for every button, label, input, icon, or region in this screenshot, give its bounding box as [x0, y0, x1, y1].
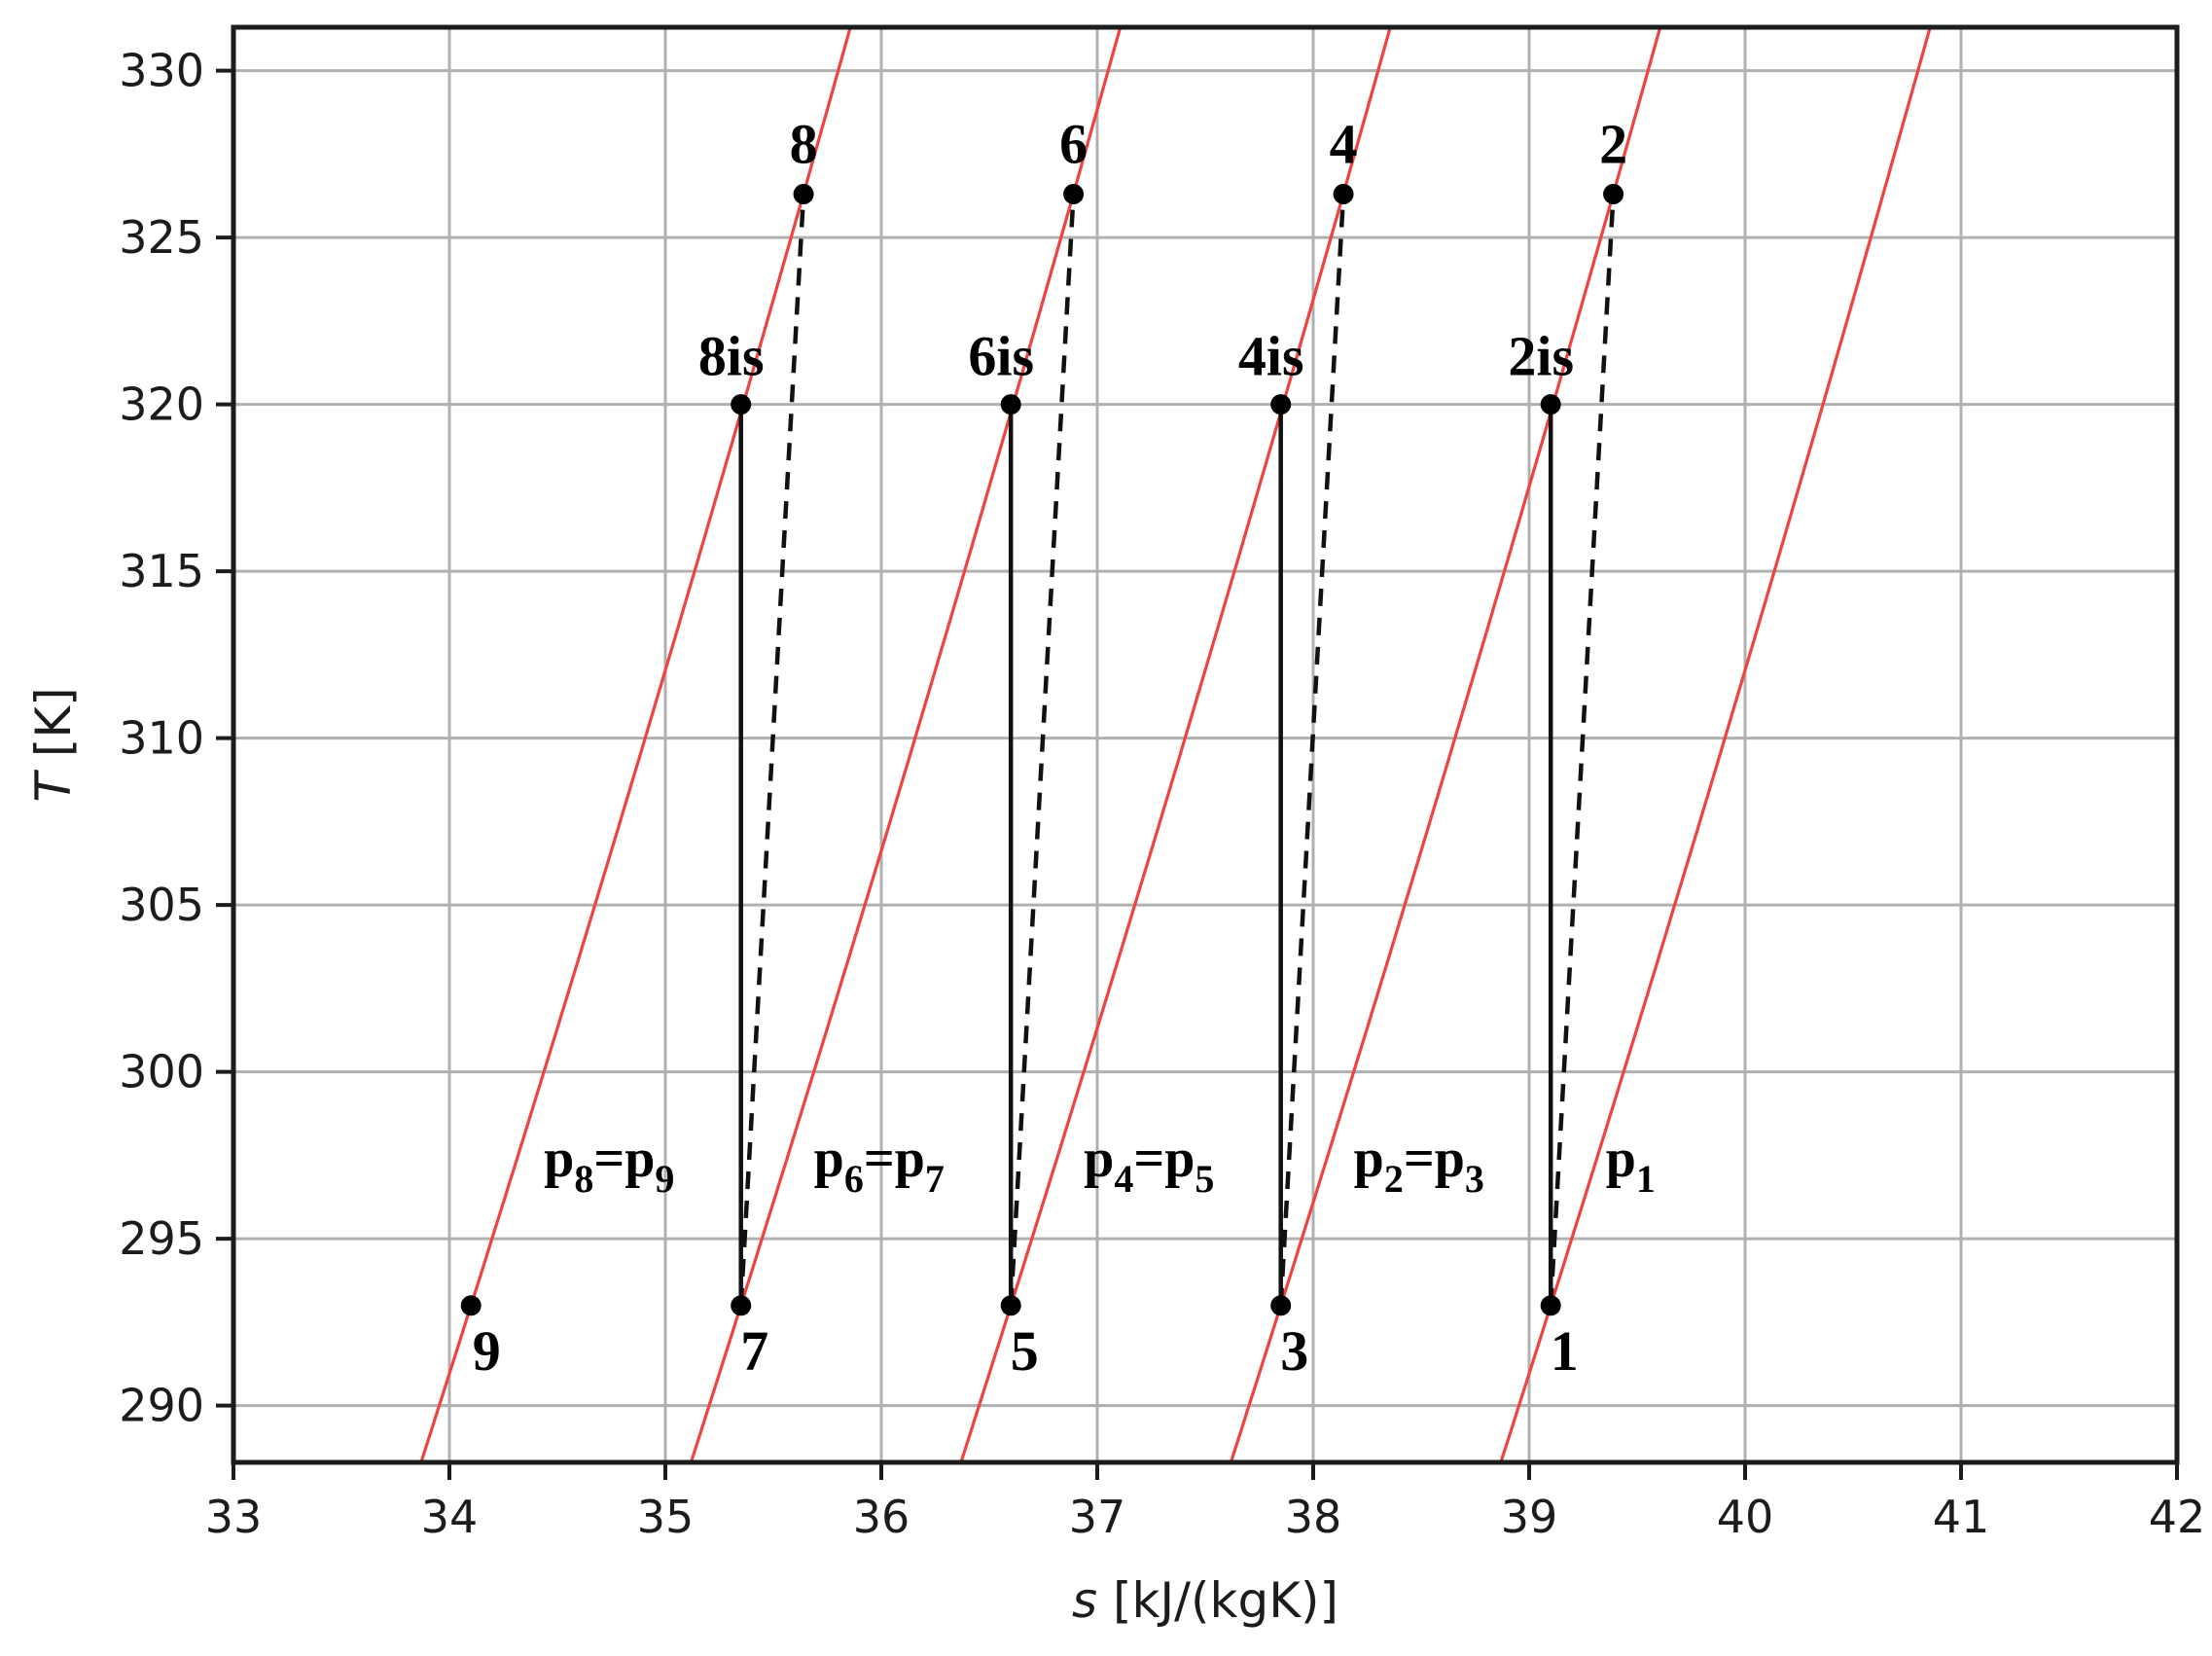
y-tick-label-320: 320 — [119, 378, 204, 431]
isobar-layer — [419, 26, 1932, 1463]
tick-marks-layer — [216, 68, 2179, 1480]
point-label-2: 2 — [1599, 113, 1627, 176]
actual-lines-layer — [738, 194, 1616, 1306]
dashed-line-3-4 — [1278, 194, 1346, 1306]
point-label-8: 8 — [790, 113, 818, 176]
x-tick-label-38: 38 — [1285, 1491, 1342, 1543]
point-dot-7 — [731, 1295, 752, 1316]
x-tick-label-33: 33 — [205, 1491, 263, 1543]
point-labels-layer: 1 2 2is 3 4 4is 5 6 6is 7 8 8is 9 — [473, 113, 1627, 1383]
point-label-4is: 4is — [1238, 325, 1304, 388]
grid-layer — [233, 27, 2177, 1462]
dashed-line-5-6 — [1008, 194, 1076, 1306]
x-tick-label-42: 42 — [2149, 1491, 2206, 1543]
point-label-8is: 8is — [698, 325, 765, 388]
x-tick-label-35: 35 — [637, 1491, 695, 1543]
x-tick-label-41: 41 — [1933, 1491, 1990, 1543]
point-dot-1 — [1540, 1295, 1561, 1316]
x-axis-title: s [kJ/(kgK)] — [1072, 1572, 1338, 1629]
pressure-label-p1: p1 — [1606, 1129, 1656, 1201]
point-label-6is: 6is — [968, 325, 1034, 388]
point-label-5: 5 — [1011, 1319, 1039, 1383]
y-tick-label-295: 295 — [119, 1212, 204, 1265]
point-dot-8is — [731, 394, 752, 415]
point-dot-3 — [1270, 1295, 1292, 1316]
dashed-line-1-2 — [1548, 194, 1616, 1306]
isentropic-lines-layer — [738, 404, 1553, 1306]
x-tick-label-36: 36 — [853, 1491, 910, 1543]
isobar-p4-p5 — [959, 26, 1392, 1463]
points-layer — [460, 184, 1624, 1316]
x-tick-label-34: 34 — [421, 1491, 479, 1543]
y-axis-title: T [K] — [25, 687, 82, 802]
isobar-p1 — [1499, 26, 1932, 1463]
y-tick-label-310: 310 — [119, 712, 204, 765]
point-label-6: 6 — [1059, 113, 1088, 176]
isobar-p6-p7 — [689, 26, 1123, 1463]
isobar-p8-p9 — [419, 26, 852, 1463]
y-tick-label-305: 305 — [119, 879, 204, 931]
point-label-2is: 2is — [1508, 325, 1574, 388]
y-tick-label-325: 325 — [119, 211, 204, 264]
x-tick-label-40: 40 — [1717, 1491, 1774, 1543]
point-label-3: 3 — [1280, 1319, 1308, 1383]
pressure-label-p6-p7: p6=p7 — [814, 1129, 945, 1201]
dashed-line-7-8 — [738, 194, 806, 1306]
y-tick-label-300: 300 — [119, 1046, 204, 1098]
plot-border — [231, 24, 2180, 1465]
isobar-p2-p3 — [1229, 26, 1662, 1463]
point-dot-4 — [1333, 184, 1354, 205]
point-dot-2 — [1603, 184, 1624, 205]
point-dot-6 — [1063, 184, 1085, 205]
x-tick-label-37: 37 — [1069, 1491, 1126, 1543]
y-tick-label-330: 330 — [119, 45, 204, 97]
point-label-7: 7 — [740, 1319, 768, 1383]
pressure-label-p2-p3: p2=p3 — [1354, 1129, 1484, 1201]
point-dot-2is — [1540, 394, 1561, 415]
tick-labels-layer: 33 34 35 36 37 38 39 40 41 4229029530030531031532… — [119, 45, 2205, 1543]
pressure-labels-layer: p8=p9 p6=p7 p4=p5 p2=p3 p1 — [544, 1129, 1656, 1201]
point-dot-4is — [1270, 394, 1292, 415]
point-dot-9 — [460, 1295, 482, 1316]
point-label-4: 4 — [1330, 113, 1358, 176]
pressure-label-p8-p9: p8=p9 — [544, 1129, 674, 1201]
point-dot-5 — [1000, 1295, 1021, 1316]
point-label-9: 9 — [473, 1319, 501, 1383]
point-dot-8 — [793, 184, 814, 205]
point-label-1: 1 — [1551, 1319, 1579, 1383]
pressure-label-p4-p5: p4=p5 — [1084, 1129, 1214, 1201]
y-tick-label-290: 290 — [119, 1380, 204, 1432]
x-tick-label-39: 39 — [1501, 1491, 1558, 1543]
y-tick-label-315: 315 — [119, 545, 204, 597]
point-dot-6is — [1000, 394, 1021, 415]
